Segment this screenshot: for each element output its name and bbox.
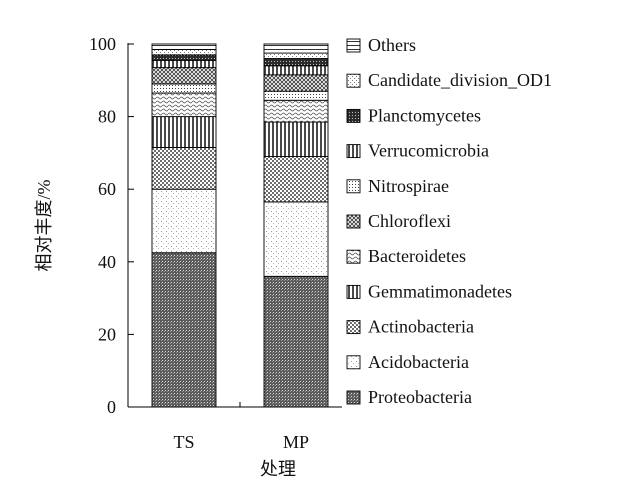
bar-segment (151, 59, 217, 69)
legend-label: Planctomycetes (368, 105, 481, 125)
legend-label: Verrucomicrobia (368, 141, 489, 161)
legend-swatch (346, 249, 361, 264)
bar-segment (151, 92, 217, 118)
y-tick-label: 20 (98, 324, 116, 344)
bar-segment (263, 201, 329, 277)
bar-segment (151, 43, 217, 50)
legend-swatch (346, 320, 361, 335)
legend-swatch (346, 284, 361, 299)
legend: Others Candidate_division_OD1 Planctomycet… (346, 35, 552, 407)
y-tick-label: 0 (107, 397, 116, 417)
bar-segment (263, 43, 329, 54)
bar-segment (151, 83, 217, 94)
bar-segment (263, 121, 329, 157)
legend-swatch (346, 214, 361, 229)
legend-swatch (346, 38, 361, 53)
y-axis-title: 相对丰度/% (34, 179, 54, 271)
bar-segment (263, 99, 329, 123)
legend-label: Candidate_division_OD1 (368, 70, 552, 90)
bar-segment (263, 74, 329, 92)
legend-label: Others (368, 35, 416, 55)
legend-label: Gemmatimonadetes (368, 281, 512, 301)
x-axis-title: 处理 (260, 459, 296, 479)
legend-swatch (346, 144, 361, 159)
legend-swatch (346, 73, 361, 88)
bar-segment (151, 67, 217, 85)
bar-segment (263, 65, 329, 76)
legend-swatch (346, 108, 361, 123)
bar-segment (263, 275, 329, 408)
legend-label: Actinobacteria (368, 317, 474, 337)
bar-segment (263, 52, 329, 59)
bar-segment (263, 90, 329, 101)
legend-swatch (346, 390, 361, 405)
plot-area: 0 20 40 60 80 100 TS MP 处理 相对丰度/% (34, 34, 342, 479)
y-tick-label: 100 (89, 34, 116, 54)
bar-segment (151, 252, 217, 408)
bar-segment (263, 58, 329, 67)
y-tick-label: 80 (98, 107, 116, 127)
bar-segment (151, 147, 217, 190)
legend-label: Proteobacteria (368, 387, 472, 407)
legend-label: Bacteroidetes (368, 246, 466, 266)
bar-segment (263, 156, 329, 203)
y-tick-label: 60 (98, 179, 116, 199)
bar-segment (151, 54, 217, 61)
x-tick-label: MP (283, 432, 309, 452)
bar-segment (151, 188, 217, 254)
legend-swatch (346, 355, 361, 370)
legend-swatch (346, 179, 361, 194)
bar-segment (151, 48, 217, 56)
bar-segment (151, 116, 217, 148)
legend-label: Chloroflexi (368, 211, 451, 231)
legend-label: Nitrospirae (368, 176, 449, 196)
y-tick-label: 40 (98, 252, 116, 272)
legend-label: Acidobacteria (368, 352, 469, 372)
x-tick-label: TS (173, 432, 194, 452)
